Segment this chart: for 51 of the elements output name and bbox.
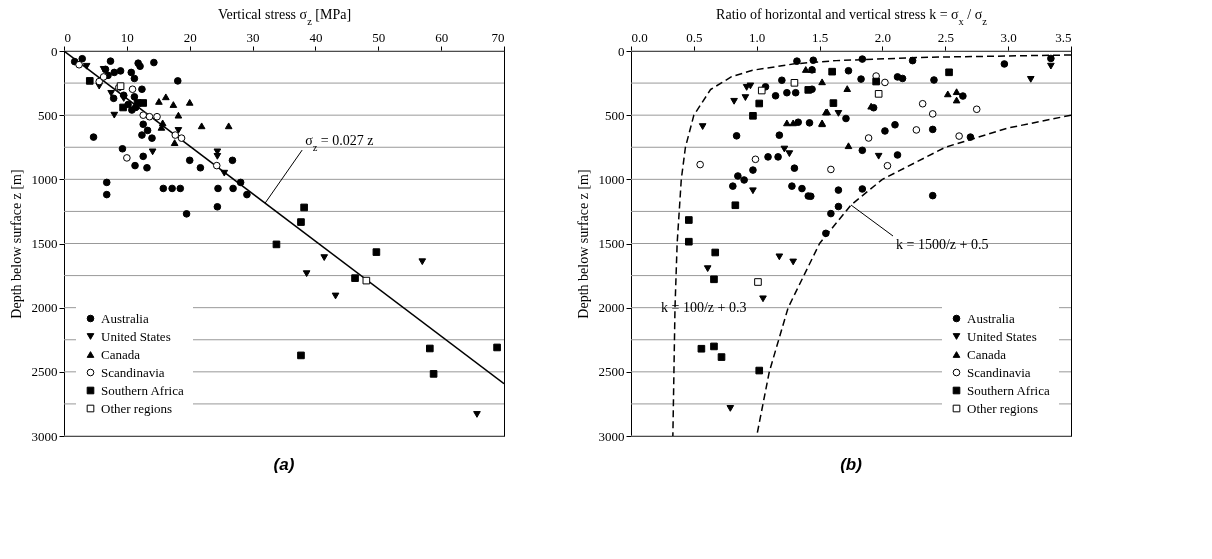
y-tick-label: 2500	[31, 364, 58, 380]
y-axis-title: Depth below surface z [m]	[575, 169, 591, 319]
x-tick-label: 3.0	[1000, 29, 1017, 45]
y-tick-label: 1000	[31, 171, 58, 187]
y-tick-label: 0	[51, 43, 58, 59]
x-tick-label: 1.5	[811, 29, 829, 45]
x-tick-label: 2.5	[937, 29, 954, 45]
y-tick-label: 500	[38, 107, 58, 123]
legend-label: Canada	[101, 346, 141, 362]
legend-label: United States	[101, 328, 171, 344]
legend-label: United States	[967, 328, 1037, 344]
legend-label: Scandinavia	[101, 364, 165, 380]
x-tick-label: 0	[64, 29, 71, 45]
x-tick-label: 30	[246, 29, 260, 45]
x-tick-label: 1.0	[749, 29, 766, 45]
annotation: σ$_{z}$ = 0.027 z	[305, 133, 374, 153]
legend-label: Scandinavia	[967, 364, 1031, 380]
legend-label: Australia	[101, 310, 149, 326]
y-tick-label: 1500	[598, 236, 625, 251]
legend-label: Australia	[967, 310, 1015, 326]
y-tick-label: 3000	[598, 428, 625, 444]
x-tick-label: 50	[372, 29, 386, 45]
x-tick-label: 0.0	[631, 29, 648, 45]
x-tick-label: 0.5	[686, 29, 703, 45]
legend-label: Canada	[967, 346, 1007, 362]
x-tick-label: 70	[491, 29, 505, 45]
annotation: k = 1500/z + 0.5	[896, 237, 989, 252]
y-tick-label: 2000	[31, 300, 58, 316]
x-tick-label: 40	[309, 29, 323, 45]
y-axis-title: Depth below surface z [m]	[8, 169, 24, 319]
x-tick-label: 20	[183, 29, 197, 45]
x-tick-label: 2.0	[874, 29, 892, 45]
legend-label: Southern Africa	[101, 382, 184, 398]
y-tick-label: 2500	[598, 364, 625, 380]
x-tick-label: 60	[435, 29, 449, 45]
legend-label: Other regions	[967, 400, 1039, 416]
y-tick-label: 1500	[31, 236, 58, 251]
y-tick-label: 3000	[31, 428, 58, 444]
legend-label: Southern Africa	[967, 382, 1050, 398]
y-tick-label: 1000	[598, 171, 625, 187]
x-axis-title: Vertical stress σ$_{z}$ [MPa]	[217, 6, 352, 26]
y-tick-label: 0	[618, 43, 625, 59]
y-tick-label: 500	[605, 107, 625, 123]
text: (b)	[840, 455, 863, 474]
x-tick-label: 10	[120, 29, 134, 45]
x-axis-title: Ratio of horizontal and vertical stress k = σ$_{x}$ / σ$_{z}$	[716, 6, 988, 26]
annotation: k = 100/z + 0.3	[661, 299, 747, 315]
y-tick-label: 2000	[598, 300, 625, 316]
legend-label: Other regions	[101, 400, 173, 416]
x-tick-label: 3.5	[1055, 29, 1072, 45]
text: (a)	[273, 455, 295, 474]
